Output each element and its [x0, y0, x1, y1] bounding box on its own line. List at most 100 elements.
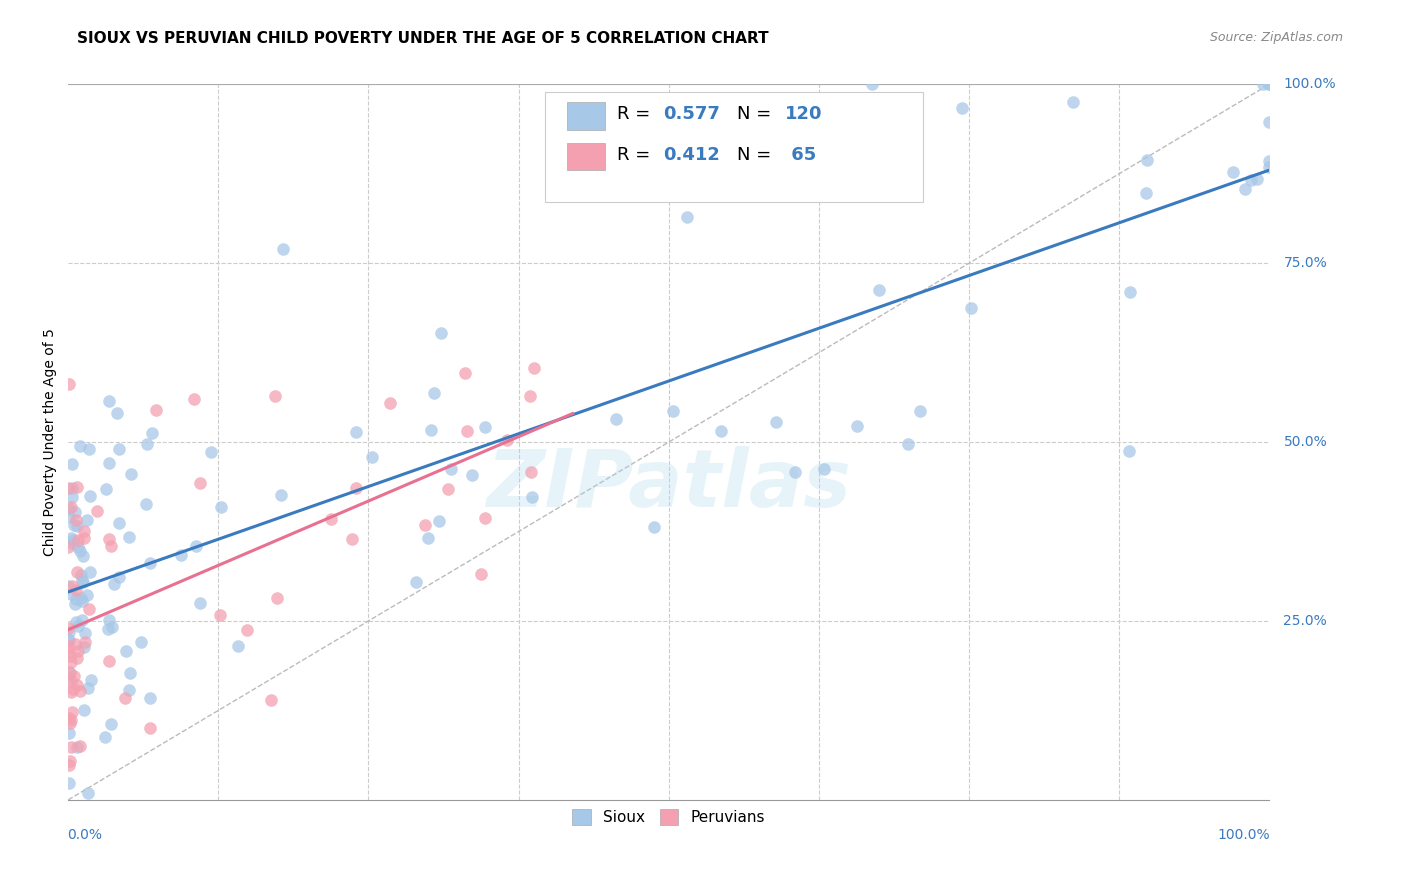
Point — [80, 673, 103, 687]
Point — [58, 758, 80, 772]
Point — [58, 541, 80, 555]
Point — [1240, 173, 1263, 187]
Point — [98, 613, 121, 627]
Point — [141, 425, 163, 440]
Point — [67, 540, 90, 554]
Point — [188, 596, 211, 610]
Point — [77, 786, 100, 800]
Point — [461, 468, 484, 483]
Point — [1062, 95, 1084, 109]
Text: N =: N = — [737, 145, 778, 163]
Point — [437, 482, 460, 496]
Text: R =: R = — [617, 145, 657, 163]
Point — [60, 684, 83, 698]
Point — [209, 608, 232, 623]
Point — [72, 575, 94, 590]
Point — [908, 403, 931, 417]
Legend: Sioux, Peruvians: Sioux, Peruvians — [567, 804, 772, 831]
Point — [59, 713, 82, 727]
Point — [58, 502, 80, 516]
Point — [120, 665, 142, 680]
Point — [413, 518, 436, 533]
Point — [97, 622, 120, 636]
Point — [520, 490, 543, 504]
Point — [66, 644, 89, 658]
Point — [98, 532, 121, 546]
Point — [72, 532, 94, 546]
Point — [59, 655, 82, 669]
Point — [1258, 115, 1281, 129]
Text: 65: 65 — [785, 145, 817, 163]
Point — [58, 579, 80, 593]
Point — [420, 423, 443, 437]
Point — [319, 512, 342, 526]
Point — [63, 598, 86, 612]
Y-axis label: Child Poverty Under the Age of 5: Child Poverty Under the Age of 5 — [44, 328, 58, 556]
Point — [58, 632, 80, 647]
Point — [58, 481, 80, 495]
Point — [605, 411, 627, 425]
Point — [523, 360, 546, 375]
Point — [226, 639, 249, 653]
Point — [1234, 182, 1257, 196]
Point — [114, 644, 136, 658]
Point — [75, 635, 97, 649]
Point — [65, 583, 87, 598]
Point — [169, 548, 191, 562]
FancyBboxPatch shape — [567, 102, 605, 129]
Point — [86, 504, 108, 518]
Point — [519, 389, 541, 403]
Text: 0.0%: 0.0% — [67, 829, 103, 842]
Text: 75.0%: 75.0% — [1284, 256, 1327, 270]
Point — [69, 739, 91, 753]
Point — [474, 420, 496, 434]
Point — [60, 587, 83, 601]
Point — [58, 509, 80, 524]
Point — [430, 326, 453, 341]
Text: 50.0%: 50.0% — [1284, 435, 1327, 450]
Point — [260, 692, 283, 706]
Point — [661, 404, 683, 418]
Point — [1258, 160, 1281, 174]
Point — [73, 703, 96, 717]
Point — [94, 482, 117, 496]
Point — [62, 533, 84, 547]
Point — [496, 433, 519, 447]
Point — [66, 565, 89, 579]
Point — [58, 671, 80, 685]
Point — [108, 442, 131, 457]
Point — [1118, 285, 1140, 300]
Point — [710, 425, 733, 439]
Point — [520, 465, 543, 479]
Point — [63, 505, 86, 519]
Point — [79, 566, 101, 580]
Point — [108, 570, 131, 584]
Point — [186, 539, 208, 553]
Point — [813, 462, 835, 476]
Point — [643, 520, 665, 534]
Point — [1136, 153, 1159, 167]
Text: 0.577: 0.577 — [662, 104, 720, 123]
Point — [59, 754, 82, 768]
Point — [344, 425, 367, 439]
Text: SIOUX VS PERUVIAN CHILD POVERTY UNDER THE AGE OF 5 CORRELATION CHART: SIOUX VS PERUVIAN CHILD POVERTY UNDER TH… — [77, 31, 769, 46]
Point — [72, 573, 94, 587]
Point — [1246, 172, 1268, 186]
Point — [60, 457, 83, 471]
Point — [76, 588, 98, 602]
Point — [75, 625, 97, 640]
Point — [65, 637, 87, 651]
Point — [340, 532, 363, 546]
Point — [60, 482, 83, 496]
Point — [70, 568, 93, 582]
Point — [139, 690, 162, 705]
Point — [66, 519, 89, 533]
Point — [960, 301, 983, 316]
Point — [73, 640, 96, 655]
Point — [118, 530, 141, 544]
Point — [58, 624, 80, 639]
Point — [59, 666, 82, 681]
Point — [59, 674, 82, 689]
Text: 100.0%: 100.0% — [1284, 78, 1336, 92]
Point — [129, 635, 152, 649]
